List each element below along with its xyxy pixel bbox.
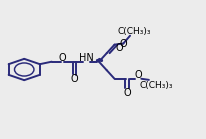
Text: O: O [115,44,123,54]
Text: O: O [134,70,142,80]
Text: C(CH₃)₃: C(CH₃)₃ [140,81,173,90]
Text: HN: HN [79,53,94,63]
Text: C(CH₃)₃: C(CH₃)₃ [117,27,151,36]
Text: O: O [59,53,66,63]
Text: O: O [119,39,127,49]
Text: O: O [123,88,131,98]
Text: O: O [71,74,79,84]
